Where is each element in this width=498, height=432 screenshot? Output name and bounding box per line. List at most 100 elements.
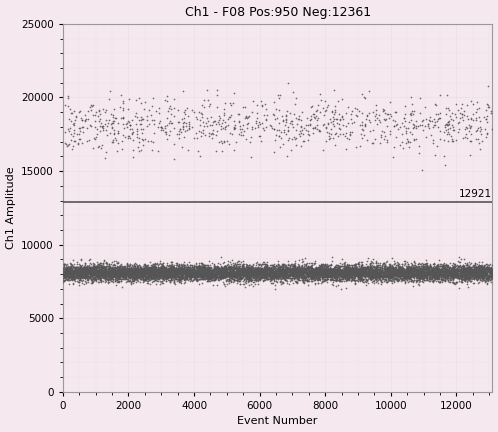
Point bbox=[228, 269, 236, 276]
Point bbox=[408, 262, 416, 269]
Point bbox=[64, 265, 72, 272]
Point bbox=[137, 270, 145, 277]
Point bbox=[378, 264, 386, 271]
Point bbox=[217, 267, 225, 274]
Point bbox=[217, 269, 225, 276]
Point bbox=[150, 274, 158, 281]
Point bbox=[221, 118, 229, 125]
Point bbox=[429, 260, 437, 267]
Point bbox=[257, 269, 265, 276]
Point bbox=[228, 268, 236, 275]
Point bbox=[173, 269, 181, 276]
Point bbox=[156, 268, 164, 275]
Point bbox=[343, 262, 351, 269]
Point bbox=[157, 267, 165, 274]
Point bbox=[147, 265, 155, 272]
Point bbox=[356, 272, 364, 279]
Point bbox=[377, 273, 385, 280]
Point bbox=[413, 267, 421, 273]
Point bbox=[226, 271, 234, 278]
Point bbox=[279, 271, 287, 278]
Point bbox=[72, 275, 80, 282]
Point bbox=[319, 264, 327, 270]
Point bbox=[134, 265, 142, 272]
Point bbox=[151, 270, 159, 277]
Point bbox=[391, 272, 399, 279]
Point bbox=[90, 274, 98, 281]
Point bbox=[192, 271, 200, 278]
Point bbox=[355, 265, 363, 272]
Point bbox=[444, 268, 452, 275]
Point bbox=[102, 272, 110, 279]
Point bbox=[66, 263, 74, 270]
Point bbox=[397, 269, 405, 276]
Point bbox=[117, 261, 124, 268]
Point bbox=[187, 272, 195, 279]
Point bbox=[235, 272, 243, 279]
Point bbox=[418, 265, 426, 272]
Point bbox=[350, 269, 358, 276]
Point bbox=[382, 267, 390, 273]
Point bbox=[244, 261, 251, 268]
Point bbox=[466, 274, 474, 281]
Point bbox=[402, 271, 410, 278]
Point bbox=[487, 267, 495, 274]
Point bbox=[235, 266, 243, 273]
Point bbox=[327, 271, 335, 278]
Point bbox=[285, 270, 293, 277]
Point bbox=[189, 267, 197, 273]
Point bbox=[274, 271, 282, 278]
Point bbox=[325, 274, 333, 281]
Point bbox=[95, 270, 103, 277]
Point bbox=[469, 268, 477, 275]
Point bbox=[151, 274, 159, 281]
Point bbox=[205, 276, 213, 283]
Point bbox=[356, 271, 364, 278]
Point bbox=[397, 271, 405, 278]
Point bbox=[307, 272, 315, 279]
Point bbox=[437, 260, 445, 267]
Point bbox=[284, 260, 292, 267]
Point bbox=[285, 268, 293, 275]
Point bbox=[206, 266, 214, 273]
Point bbox=[446, 276, 454, 283]
Point bbox=[350, 276, 358, 283]
Point bbox=[129, 264, 137, 271]
Point bbox=[336, 267, 344, 274]
Point bbox=[475, 262, 483, 269]
Point bbox=[301, 265, 309, 272]
Point bbox=[388, 277, 396, 284]
Point bbox=[156, 273, 164, 280]
Point bbox=[159, 268, 167, 275]
Point bbox=[484, 275, 492, 282]
Point bbox=[161, 267, 169, 274]
Point bbox=[342, 109, 350, 116]
Point bbox=[322, 270, 330, 276]
Point bbox=[184, 273, 192, 280]
Point bbox=[468, 266, 476, 273]
Point bbox=[298, 274, 306, 281]
Point bbox=[255, 265, 263, 272]
Point bbox=[220, 268, 228, 275]
Point bbox=[465, 267, 473, 274]
Point bbox=[111, 273, 119, 280]
Point bbox=[419, 269, 427, 276]
Point bbox=[359, 262, 367, 269]
Point bbox=[415, 149, 423, 156]
Point bbox=[96, 276, 104, 283]
Point bbox=[243, 267, 251, 273]
Point bbox=[269, 267, 277, 274]
Point bbox=[208, 277, 216, 284]
Point bbox=[245, 270, 253, 277]
Point bbox=[451, 271, 459, 278]
Point bbox=[475, 258, 483, 265]
Point bbox=[310, 274, 318, 281]
Point bbox=[467, 271, 475, 278]
Point bbox=[483, 273, 491, 280]
Point bbox=[287, 272, 295, 279]
Point bbox=[111, 277, 119, 284]
Point bbox=[317, 260, 325, 267]
Point bbox=[226, 269, 234, 276]
Point bbox=[272, 269, 280, 276]
Point bbox=[441, 267, 449, 274]
